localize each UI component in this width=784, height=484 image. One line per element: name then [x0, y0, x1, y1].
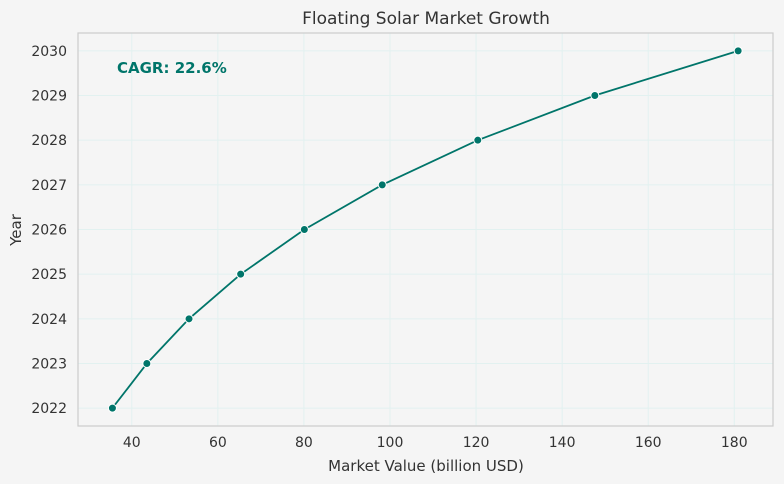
cagr-annotation: CAGR: 22.6%: [117, 59, 227, 77]
y-tick-label-1: 2023: [31, 356, 67, 372]
chart-title: Floating Solar Market Growth: [302, 9, 550, 29]
data-point-4: [299, 225, 309, 234]
y-tick-label-8: 2030: [31, 44, 67, 60]
y-tick-label-7: 2029: [31, 89, 67, 105]
data-point-5: [377, 180, 387, 190]
data-point-3: [236, 269, 246, 279]
y-tick-label-3: 2025: [31, 267, 67, 283]
y-tick-label-5: 2027: [31, 178, 67, 194]
x-tick-label-5: 140: [549, 435, 576, 451]
x-tick-label-3: 100: [377, 435, 404, 451]
y-tick-label-4: 2026: [31, 223, 67, 239]
x-axis-label: Market Value (billion USD): [328, 457, 524, 475]
x-tick-label-6: 160: [635, 435, 662, 451]
x-tick-label-7: 180: [721, 435, 748, 451]
y-tick-label-0: 2022: [31, 401, 67, 417]
x-tick-label-4: 120: [463, 435, 490, 451]
data-point-8: [733, 46, 743, 56]
y-axis-label: Year: [7, 213, 25, 247]
x-tick-label-0: 40: [123, 435, 141, 451]
x-tick-label-1: 60: [209, 435, 227, 451]
grid: [78, 33, 773, 426]
x-axis-ticks: 40 60 80 100 120 140 160 180: [123, 435, 748, 451]
y-tick-label-2: 2024: [31, 312, 67, 328]
data-point-0: [107, 403, 117, 413]
data-point-2: [184, 314, 194, 324]
data-point-7: [590, 91, 600, 101]
series-points: [107, 46, 743, 413]
data-point-1: [142, 358, 152, 368]
y-tick-label-6: 2028: [31, 133, 67, 149]
x-tick-label-2: 80: [295, 435, 313, 451]
data-point-6: [473, 135, 483, 145]
y-axis-ticks: 2022 2023 2024 2025 2026 2027 2028 2029 2030: [31, 44, 67, 417]
plot-frame: [77, 32, 774, 427]
